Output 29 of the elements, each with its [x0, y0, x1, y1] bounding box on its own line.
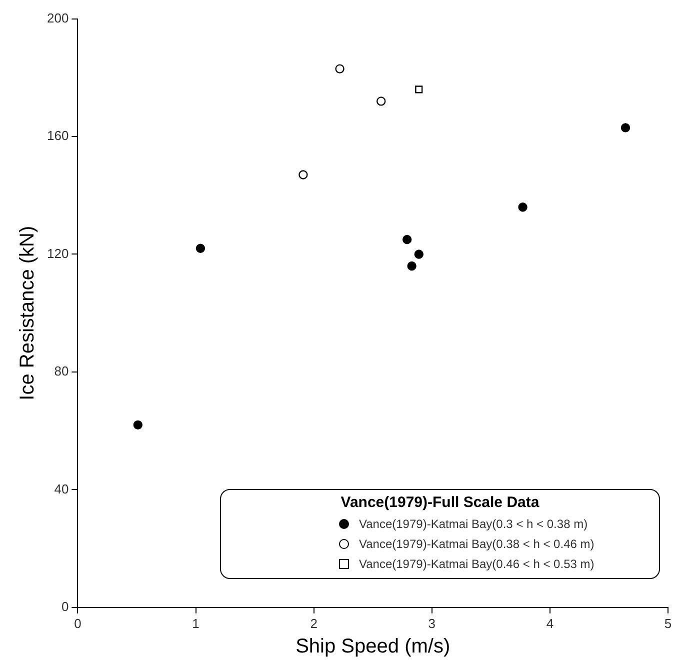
point — [335, 64, 344, 74]
point — [414, 250, 424, 259]
point — [196, 244, 206, 253]
point — [133, 420, 142, 430]
y-tick-label: 0 — [61, 598, 69, 614]
point — [298, 170, 308, 180]
point — [402, 234, 412, 244]
x-tick-label: 4 — [546, 616, 554, 631]
x-axis-title: Ship Speed (m/s) — [296, 636, 450, 658]
y-tick-label: 40 — [54, 481, 69, 496]
x-tick-label: 1 — [192, 616, 200, 631]
point — [376, 96, 386, 106]
x-tick-label: 0 — [74, 616, 82, 631]
x-tick-label: 5 — [664, 616, 672, 631]
x-tick-label: 2 — [310, 616, 318, 631]
y-tick-label: 120 — [46, 246, 69, 261]
y-tick-label: 160 — [46, 128, 69, 144]
y-tick-label: 80 — [54, 364, 69, 379]
point — [415, 86, 423, 94]
x-tick-label: 3 — [428, 616, 436, 631]
legend-label: Vance(1979)-Katmai Bay(0.46 < h < 0.53 m) — [359, 557, 594, 572]
point — [518, 202, 528, 212]
point — [407, 261, 416, 271]
y-tick-label: 200 — [46, 10, 69, 26]
legend-title: Vance(1979)-Full Scale Data — [340, 494, 540, 512]
legend-label: Vance(1979)-Katmai Bay(0.3 < h < 0.38 m) — [359, 517, 588, 532]
point — [620, 123, 630, 132]
y-axis-title: Ice Resistance (kN) — [16, 226, 39, 400]
legend-label: Vance(1979)-Katmai Bay(0.38 < h < 0.46 m) — [359, 537, 594, 552]
